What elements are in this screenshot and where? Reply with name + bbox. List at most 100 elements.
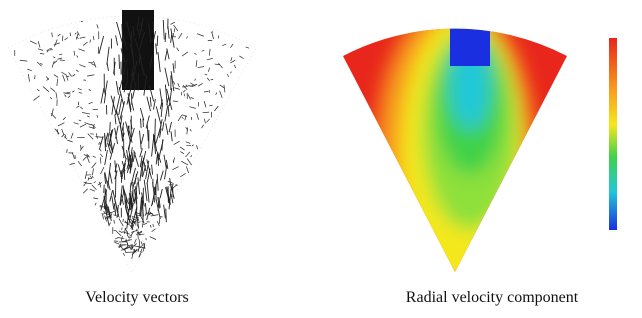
- vector-arrow: [114, 242, 119, 244]
- vector-arrow: [28, 74, 29, 82]
- vector-arrow: [141, 118, 142, 128]
- vector-arrow: [64, 38, 67, 40]
- vector-arrow: [230, 44, 233, 48]
- vector-arrow: [92, 162, 97, 168]
- vector-arrow: [138, 177, 140, 194]
- caption: Velocity vectors: [85, 289, 189, 306]
- vector-arrow: [107, 62, 108, 71]
- vector-arrow: [177, 48, 179, 51]
- vector-arrow: [95, 137, 103, 138]
- vector-arrow: [30, 41, 36, 44]
- vector-arrow: [78, 49, 84, 51]
- vector-arrow: [97, 24, 98, 28]
- vector-arrow: [116, 35, 118, 45]
- vector-arrow: [129, 139, 131, 150]
- vector-arrow: [180, 147, 185, 150]
- vector-arrow: [186, 36, 187, 38]
- vector-arrow: [117, 22, 123, 43]
- vector-arrow: [52, 32, 53, 37]
- vector-arrow: [156, 43, 157, 54]
- vector-arrow: [165, 68, 169, 86]
- vector-arrow: [99, 36, 104, 54]
- vector-arrow: [128, 126, 129, 136]
- vector-arrow: [144, 180, 147, 201]
- vector-arrow: [76, 70, 78, 72]
- vector-arrow: [150, 225, 151, 228]
- vector-arrow: [204, 101, 206, 107]
- vector-arrow: [70, 33, 71, 36]
- vector-arrow: [140, 131, 142, 150]
- vector-arrow: [115, 115, 116, 125]
- vector-arrow: [194, 53, 196, 54]
- vector-arrow: [166, 123, 168, 134]
- vector-arrow: [214, 106, 218, 111]
- vector-arrow: [114, 220, 115, 224]
- vector-arrow: [188, 94, 191, 99]
- vector-arrow: [65, 134, 66, 137]
- vector-arrow: [143, 223, 147, 225]
- vector-arrow: [40, 63, 42, 64]
- vector-arrow: [96, 133, 97, 138]
- vector-arrow: [180, 152, 184, 154]
- vector-arrow: [58, 34, 61, 36]
- vector-arrow: [58, 123, 64, 126]
- vector-arrow: [78, 89, 82, 90]
- vector-arrow: [147, 208, 150, 220]
- vector-arrow: [204, 119, 205, 124]
- vector-arrow: [108, 134, 109, 143]
- vector-arrow: [134, 246, 138, 247]
- vector-arrow: [80, 107, 83, 109]
- vector-arrow: [197, 34, 204, 37]
- vector-arrow: [107, 47, 109, 65]
- caption: Radial velocity component: [406, 289, 579, 306]
- vector-arrow: [132, 251, 133, 259]
- vector-arrow: [166, 208, 167, 222]
- vector-arrow: [89, 127, 95, 129]
- vector-arrow: [152, 229, 156, 232]
- vector-arrow: [163, 20, 164, 40]
- vector-arrow: [187, 159, 192, 166]
- vector-arrow: [171, 131, 172, 141]
- vector-arrow: [209, 68, 210, 72]
- vector-arrow: [165, 84, 167, 105]
- vector-arrow: [246, 47, 249, 48]
- vector-arrow: [52, 61, 54, 67]
- vector-arrow: [129, 237, 132, 238]
- vector-arrow: [56, 92, 57, 98]
- vector-arrow: [92, 168, 93, 175]
- vector-arrow: [80, 124, 86, 127]
- vector-arrow: [62, 129, 64, 135]
- vector-arrow: [79, 65, 85, 68]
- vector-arrow: [76, 33, 78, 39]
- vector-arrow: [61, 72, 66, 75]
- vector-arrow: [90, 134, 94, 135]
- vector-arrow: [165, 106, 168, 122]
- vector-arrow: [83, 157, 87, 161]
- vector-arrow: [141, 241, 142, 244]
- vector-arrow: [198, 83, 203, 86]
- vector-arrow: [105, 150, 108, 165]
- vector-arrow: [82, 113, 90, 114]
- vector-arrow: [83, 42, 87, 45]
- vector-arrow: [152, 136, 154, 157]
- vector-arrow: [100, 149, 101, 151]
- vector-arrow: [117, 237, 124, 238]
- vector-arrow: [110, 171, 113, 183]
- vector-arrow: [63, 117, 66, 120]
- vector-arrow: [139, 239, 140, 247]
- vector-arrow: [203, 112, 209, 113]
- vector-arrow: [222, 44, 226, 45]
- vector-arrow: [114, 203, 115, 215]
- vector-arrow: [140, 251, 142, 253]
- vector-arrow: [72, 152, 74, 158]
- vector-arrow: [134, 239, 136, 244]
- vector-arrow: [43, 86, 49, 91]
- vector-arrow: [186, 142, 190, 144]
- vector-arrow: [94, 61, 97, 67]
- vector-arrow: [50, 88, 55, 92]
- vector-arrow: [153, 224, 154, 227]
- vector-arrow: [122, 232, 129, 235]
- vector-arrow: [47, 50, 53, 51]
- vector-arrow: [178, 33, 182, 39]
- vector-arrow: [72, 91, 74, 92]
